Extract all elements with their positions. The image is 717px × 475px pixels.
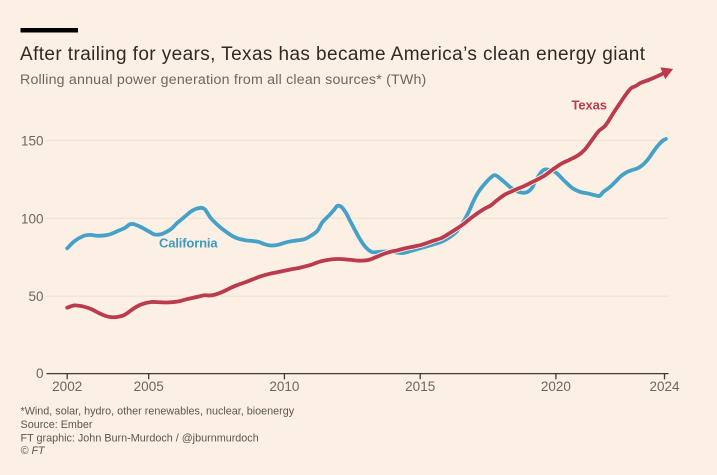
svg-text:© FT: © FT <box>21 445 47 457</box>
svg-text:2024: 2024 <box>649 379 680 394</box>
svg-text:2005: 2005 <box>134 379 164 394</box>
svg-text:2010: 2010 <box>269 379 299 394</box>
svg-text:Texas: Texas <box>572 98 607 113</box>
svg-text:2020: 2020 <box>541 379 571 394</box>
svg-text:Source: Ember: Source: Ember <box>21 419 93 431</box>
svg-text:100: 100 <box>21 211 44 226</box>
svg-text:2015: 2015 <box>405 379 435 394</box>
svg-text:150: 150 <box>21 134 44 149</box>
svg-text:*Wind, solar, hydro, other ren: *Wind, solar, hydro, other renewables, n… <box>21 405 295 417</box>
svg-text:2002: 2002 <box>52 379 82 394</box>
svg-text:FT graphic: John Burn-Murdoch: FT graphic: John Burn-Murdoch / @jburnmu… <box>21 432 259 444</box>
svg-text:0: 0 <box>36 366 44 381</box>
svg-text:50: 50 <box>28 289 43 304</box>
svg-text:After trailing for years, Texa: After trailing for years, Texas has beca… <box>20 44 646 65</box>
svg-text:Rolling annual power generatio: Rolling annual power generation from all… <box>20 72 427 88</box>
svg-text:California: California <box>159 236 218 251</box>
